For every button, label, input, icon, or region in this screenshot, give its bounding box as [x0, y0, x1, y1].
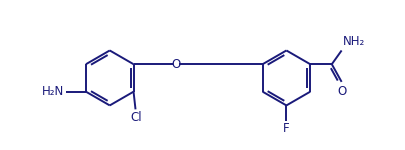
Text: O: O: [171, 58, 181, 71]
Text: Cl: Cl: [131, 111, 142, 124]
Text: O: O: [337, 85, 346, 98]
Text: H₂N: H₂N: [42, 85, 64, 98]
Text: NH₂: NH₂: [343, 36, 365, 48]
Text: F: F: [283, 122, 290, 135]
